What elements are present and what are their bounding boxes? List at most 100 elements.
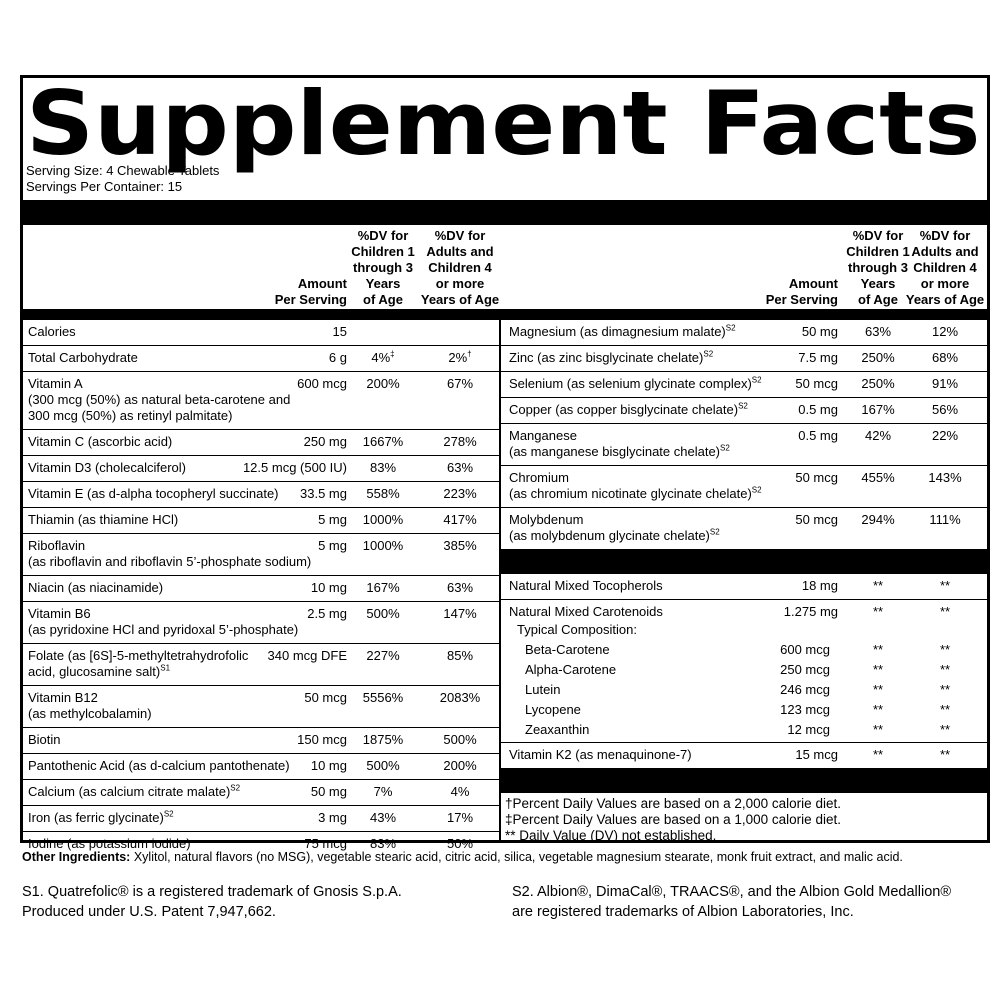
nutrient-row: Riboflavin (as riboflavin and riboflavin … [20, 533, 499, 575]
dv-value: 1667% [362, 434, 404, 449]
nutrient-name: Calcium (as calcium citrate malate)S2 [28, 784, 499, 800]
serving-size: Serving Size: 4 Chewable Tablets [26, 163, 220, 178]
dv-adults: 12% [905, 324, 985, 340]
dv-adults: ** [905, 604, 985, 620]
amount: 2.5 mg [307, 606, 347, 621]
name-text: (300 mcg (50%) as natural beta-carotene … [28, 392, 291, 407]
dv-value: 1000% [362, 512, 404, 527]
nutrient-name: Thiamin (as thiamine HCl) [28, 512, 499, 528]
name-text: (as methylcobalamin) [28, 706, 152, 721]
header-line: Children 1 [351, 244, 415, 259]
nutrient-name: acid, glucosamine salt)S1 [28, 664, 499, 680]
name-text: Niacin (as niacinamide) [28, 580, 164, 595]
dv-children: ** [838, 604, 918, 620]
dv-value: ** [939, 747, 951, 762]
name-text: Lutein [525, 682, 561, 697]
dv-children-header: %DV for Children 1 through 3 Years of Age [838, 225, 918, 308]
dv-value: ** [939, 662, 951, 677]
name-text: Folate (as [6S]-5-methyltetrahydrofolic [28, 648, 249, 663]
nutrient-row: Thiamin (as thiamine HCl) 5 mg 1000% 417% [20, 507, 499, 533]
dv-value: 1000% [362, 538, 404, 553]
name-text: Alpha-Carotene [525, 662, 617, 677]
footnote: †Percent Daily Values are based on a 2,0… [505, 796, 841, 811]
nutrient-row: Vitamin B12 (as methylcobalamin) 50 mcg 555… [20, 685, 499, 727]
footnote-mark: ‡ [390, 349, 395, 359]
nutrient-row: Vitamin K2 (as menaquinone-7) 15 mcg ** ** [501, 742, 990, 768]
other-ingredients-text: Xylitol, natural flavors (no MSG), veget… [133, 850, 903, 864]
amount: 50 mcg [795, 512, 838, 527]
amount: 50 mg [310, 784, 347, 799]
dv-adults: ** [905, 700, 985, 720]
footnote: ** Daily Value (DV) not established. [505, 828, 717, 843]
dv-value: ** [872, 642, 884, 657]
amount: 5 mg [318, 538, 347, 553]
nutrient-row: Iodine (as potassium iodide) 75 mcg 83% 50% [20, 831, 499, 857]
dv-adults: 63% [420, 580, 500, 596]
composition-row: Zeaxanthin 12 mcg ** ** [509, 720, 990, 740]
dv-value: 2083% [439, 690, 481, 705]
nutrient-name: Vitamin D3 (cholecalciferol) [28, 460, 499, 476]
dv-adults: 147% [420, 606, 500, 622]
nutrient-row: Magnesium (as dimagnesium malate)S2 50 mg… [501, 320, 990, 345]
dv-children: 1667% [343, 434, 423, 450]
name-text: (as manganese bisglycinate chelate) [509, 444, 721, 459]
dv-value: 50% [446, 836, 474, 851]
dv-value: 12% [931, 324, 959, 339]
dv-adults: ** [905, 578, 985, 594]
footnote-mark: S2 [725, 323, 736, 333]
dv-children: 42% [838, 428, 918, 444]
title: Supplement Facts [26, 72, 981, 175]
right-column: Magnesium (as dimagnesium malate)S2 50 mg… [501, 320, 990, 844]
amount: 6 g [328, 350, 347, 365]
dv-children: 4%‡ [343, 350, 423, 366]
dv-children: ** [838, 700, 918, 720]
dv-adults: 500% [420, 732, 500, 748]
dv-adults: 2083% [420, 690, 500, 706]
amount: 250 mg [303, 434, 347, 449]
other-ingredients: Other Ingredients: Xylitol, natural flav… [22, 850, 992, 864]
dv-children: 200% [343, 376, 423, 392]
composition-row: Beta-Carotene 600 mcg ** ** [509, 640, 990, 660]
section-bar [501, 549, 990, 574]
amount: 1.275 mg [783, 604, 838, 619]
header-bar [20, 200, 990, 225]
amount: 15 mcg [795, 747, 838, 762]
header-line: through 3 [353, 260, 413, 275]
nutrient-name: (300 mcg (50%) as natural beta-carotene … [28, 392, 499, 408]
dv-children: 294% [838, 512, 918, 528]
amount: 10 mg [310, 758, 347, 773]
nutrient-row: Natural Mixed Carotenoids 1.275 mg ** ** Typ… [501, 599, 990, 742]
dv-children: ** [838, 660, 918, 680]
dv-value: 63% [446, 580, 474, 595]
name-text: 300 mcg (50%) as retinyl palmitate) [28, 408, 233, 423]
dv-adults: 17% [420, 810, 500, 826]
nutrient-name: Vitamin A [28, 376, 499, 392]
dv-adults: 143% [905, 470, 985, 486]
nutrient-row: Vitamin C (ascorbic acid) 250 mg 1667% 278% [20, 429, 499, 455]
note-line: Produced under U.S. Patent 7,947,662. [22, 904, 276, 920]
name-text: Chromium [509, 470, 569, 485]
dv-value: ** [939, 682, 951, 697]
dv-adults: ** [905, 720, 985, 740]
dv-children: ** [838, 640, 918, 660]
dv-value: 278% [443, 434, 477, 449]
amount: 340 mcg DFE [267, 648, 347, 663]
nutrient-row: Selenium (as selenium glycinate complex)… [501, 371, 990, 397]
dv-value: ** [872, 682, 884, 697]
name-text: Vitamin D3 (cholecalciferol) [28, 460, 186, 475]
nutrient-name: Folate (as [6S]-5-methyltetrahydrofolic [28, 648, 499, 664]
nutrient-name: Natural Mixed Carotenoids [509, 604, 990, 620]
amount: 600 mcg [780, 642, 830, 657]
name-text: Vitamin K2 (as menaquinone-7) [509, 747, 692, 762]
nutrient-row: Zinc (as zinc bisglycinate chelate)S2 7.5… [501, 345, 990, 371]
dv-value: ** [939, 604, 951, 619]
name-text: Magnesium (as dimagnesium malate) [509, 324, 726, 339]
dv-adults: ** [905, 680, 985, 700]
name-text: Lycopene [525, 702, 581, 717]
dv-value: 83% [369, 460, 397, 475]
dv-value: 56% [931, 402, 959, 417]
name-text: Biotin [28, 732, 61, 747]
nutrient-name: Iron (as ferric glycinate)S2 [28, 810, 499, 826]
name-text: Zeaxanthin [525, 722, 590, 737]
dv-children: 500% [343, 606, 423, 622]
